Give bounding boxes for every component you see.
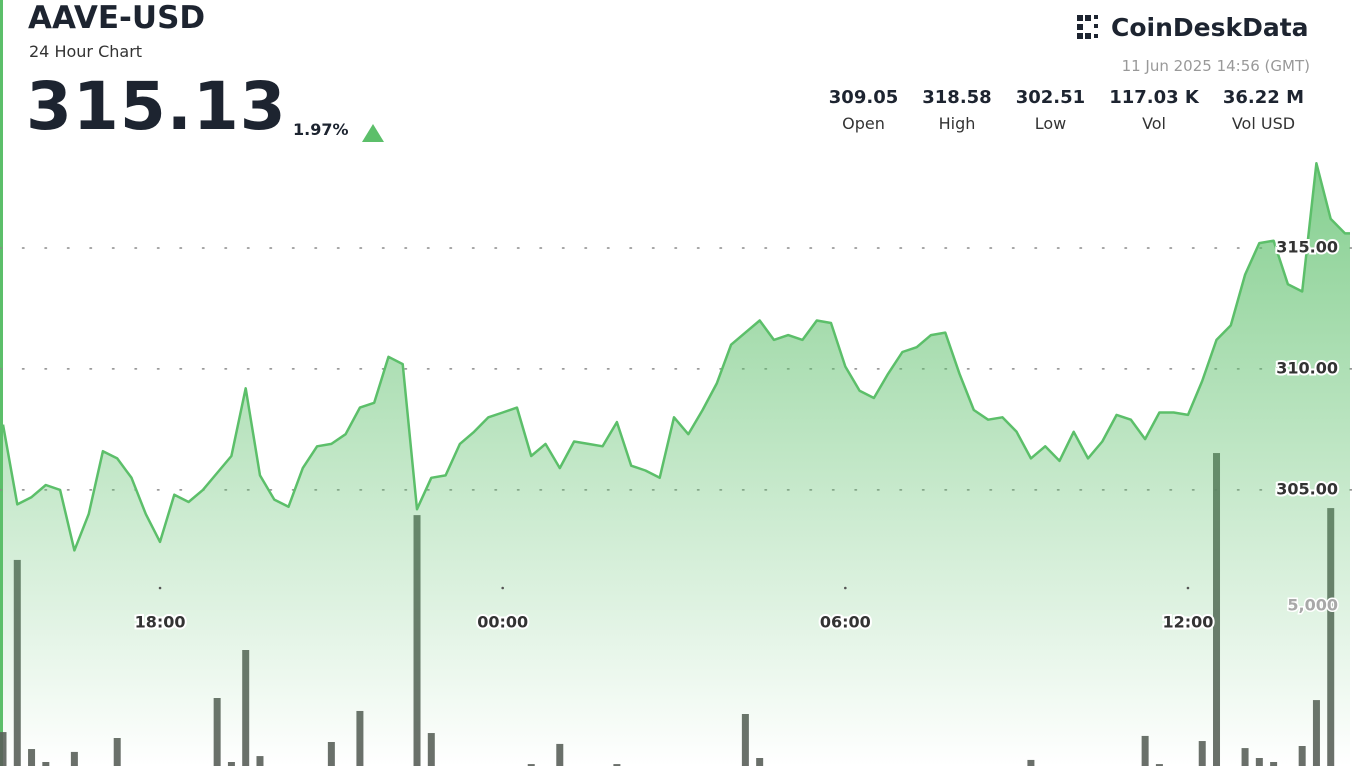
stat: 302.51 Low bbox=[1004, 87, 1097, 133]
y-tick-label: 315.00 bbox=[1276, 237, 1338, 256]
stat-value: 318.58 bbox=[922, 87, 992, 108]
y-tick-label: 310.00 bbox=[1276, 358, 1338, 377]
left-border bbox=[0, 0, 3, 766]
stat-label: Low bbox=[1034, 114, 1067, 133]
stat-label: Vol bbox=[1142, 114, 1166, 133]
y2-tick-label: 5,000 bbox=[1287, 596, 1338, 615]
price-area bbox=[3, 163, 1350, 766]
stat: 117.03 K Vol bbox=[1097, 87, 1211, 133]
up-arrow bbox=[362, 124, 384, 142]
stat: 318.58 High bbox=[910, 87, 1003, 133]
stat: 309.05 Open bbox=[817, 87, 910, 133]
stat-value: 36.22 M bbox=[1222, 87, 1304, 108]
stat: 36.22 M Vol USD bbox=[1211, 87, 1316, 133]
x-tick-label: 00:00 bbox=[477, 613, 528, 632]
x-tick-dot bbox=[501, 586, 504, 590]
stat-value: 302.51 bbox=[1015, 87, 1086, 108]
brand: CoinDeskData bbox=[1075, 12, 1309, 42]
stat-label: Open bbox=[842, 114, 885, 133]
subtitle: 24 Hour Chart bbox=[29, 42, 143, 61]
brand-name: CoinDeskData bbox=[1111, 12, 1309, 42]
symbol: AAVE-USD bbox=[28, 0, 206, 36]
stat-label: Vol USD bbox=[1231, 114, 1296, 133]
y-tick-label: 305.00 bbox=[1276, 479, 1338, 498]
stats: 309.05 Open 318.58 High 302.51 Low 117.03 K Vol… bbox=[817, 87, 1316, 133]
stat-value: 309.05 bbox=[828, 87, 899, 108]
x-tick-label: 12:00 bbox=[1162, 613, 1213, 632]
change: 1.97% bbox=[293, 120, 349, 139]
price-line bbox=[1, 162, 1350, 552]
stat-label: High bbox=[938, 114, 976, 133]
price: 315.13 bbox=[26, 68, 287, 145]
x-tick-label: 18:00 bbox=[135, 613, 186, 632]
brand-icon bbox=[1077, 15, 1098, 39]
x-tick-dot bbox=[844, 586, 847, 590]
x-tick-label: 06:00 bbox=[820, 613, 871, 632]
x-tick-dot bbox=[1186, 586, 1190, 590]
stat-value: 117.03 K bbox=[1109, 87, 1199, 108]
timestamp: 11 Jun 2025 14:56 (GMT) bbox=[1121, 57, 1310, 75]
x-tick-dot bbox=[158, 586, 162, 590]
